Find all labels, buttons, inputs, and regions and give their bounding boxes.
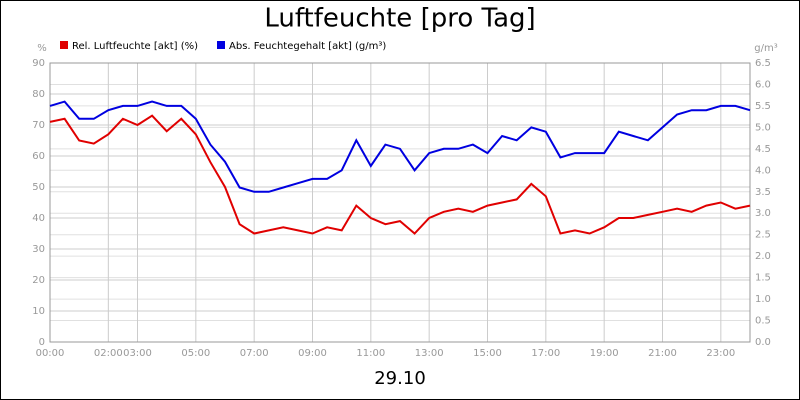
y2-tick-label: 3.5 — [755, 187, 771, 198]
y2-unit: g/m³ — [754, 43, 777, 54]
y2-tick-label: 5.0 — [755, 122, 771, 133]
data-line — [49, 100, 751, 193]
x-tick-label: 15:00 — [473, 348, 502, 359]
y-tick-label: 70 — [32, 120, 45, 131]
x-tick-label: 02:00 — [94, 348, 123, 359]
y-tick-label: 90 — [32, 58, 45, 69]
x-tick-label: 17:00 — [531, 348, 560, 359]
y2-tick-label: 2.0 — [755, 251, 771, 262]
y2-tick-label: 4.0 — [755, 165, 771, 176]
y2-tick-label: 2.5 — [755, 230, 771, 241]
y2-tick-label: 1.0 — [755, 294, 771, 305]
legend-swatch — [60, 41, 68, 49]
plot-border — [49, 62, 751, 343]
x-tick-label: 05:00 — [181, 348, 210, 359]
y-tick-label: 80 — [32, 89, 45, 100]
y-tick-label: 10 — [32, 306, 45, 317]
y2-tick-label: 3.0 — [755, 208, 771, 219]
y-tick-label: 40 — [32, 213, 45, 224]
data-line — [49, 114, 751, 235]
y2-tick-label: 1.5 — [755, 273, 771, 284]
x-tick-label: 11:00 — [356, 348, 385, 359]
y-tick-label: 0 — [39, 337, 45, 348]
y2-tick-label: 4.5 — [755, 144, 771, 155]
y-tick-label: 20 — [32, 275, 45, 286]
y2-tick-label: 5.5 — [755, 101, 771, 112]
x-tick-label: 00:00 — [36, 348, 65, 359]
y-unit: % — [37, 43, 47, 54]
chart-subtitle: 29.10 — [374, 368, 426, 389]
x-tick-label: 07:00 — [240, 348, 269, 359]
legend-label: Rel. Luftfeuchte [akt] (%) — [72, 41, 198, 52]
chart-title: Luftfeuchte [pro Tag] — [264, 4, 535, 34]
x-tick-label: 13:00 — [415, 348, 444, 359]
x-tick-label: 09:00 — [298, 348, 327, 359]
y2-tick-label: 0.5 — [755, 316, 771, 327]
y-tick-label: 60 — [32, 151, 45, 162]
x-tick-label: 03:00 — [123, 348, 152, 359]
legend-swatch — [217, 41, 225, 49]
y-tick-label: 30 — [32, 244, 45, 255]
x-tick-label: 19:00 — [590, 348, 619, 359]
y2-tick-label: 0.0 — [755, 337, 771, 348]
legend-label: Abs. Feuchtegehalt [akt] (g/m³) — [229, 41, 386, 52]
plot-area — [49, 62, 751, 343]
y2-tick-label: 6.5 — [755, 58, 771, 69]
x-tick-label: 21:00 — [648, 348, 677, 359]
x-tick-label: 23:00 — [706, 348, 735, 359]
y2-tick-label: 6.0 — [755, 79, 771, 90]
y-tick-label: 50 — [32, 182, 45, 193]
